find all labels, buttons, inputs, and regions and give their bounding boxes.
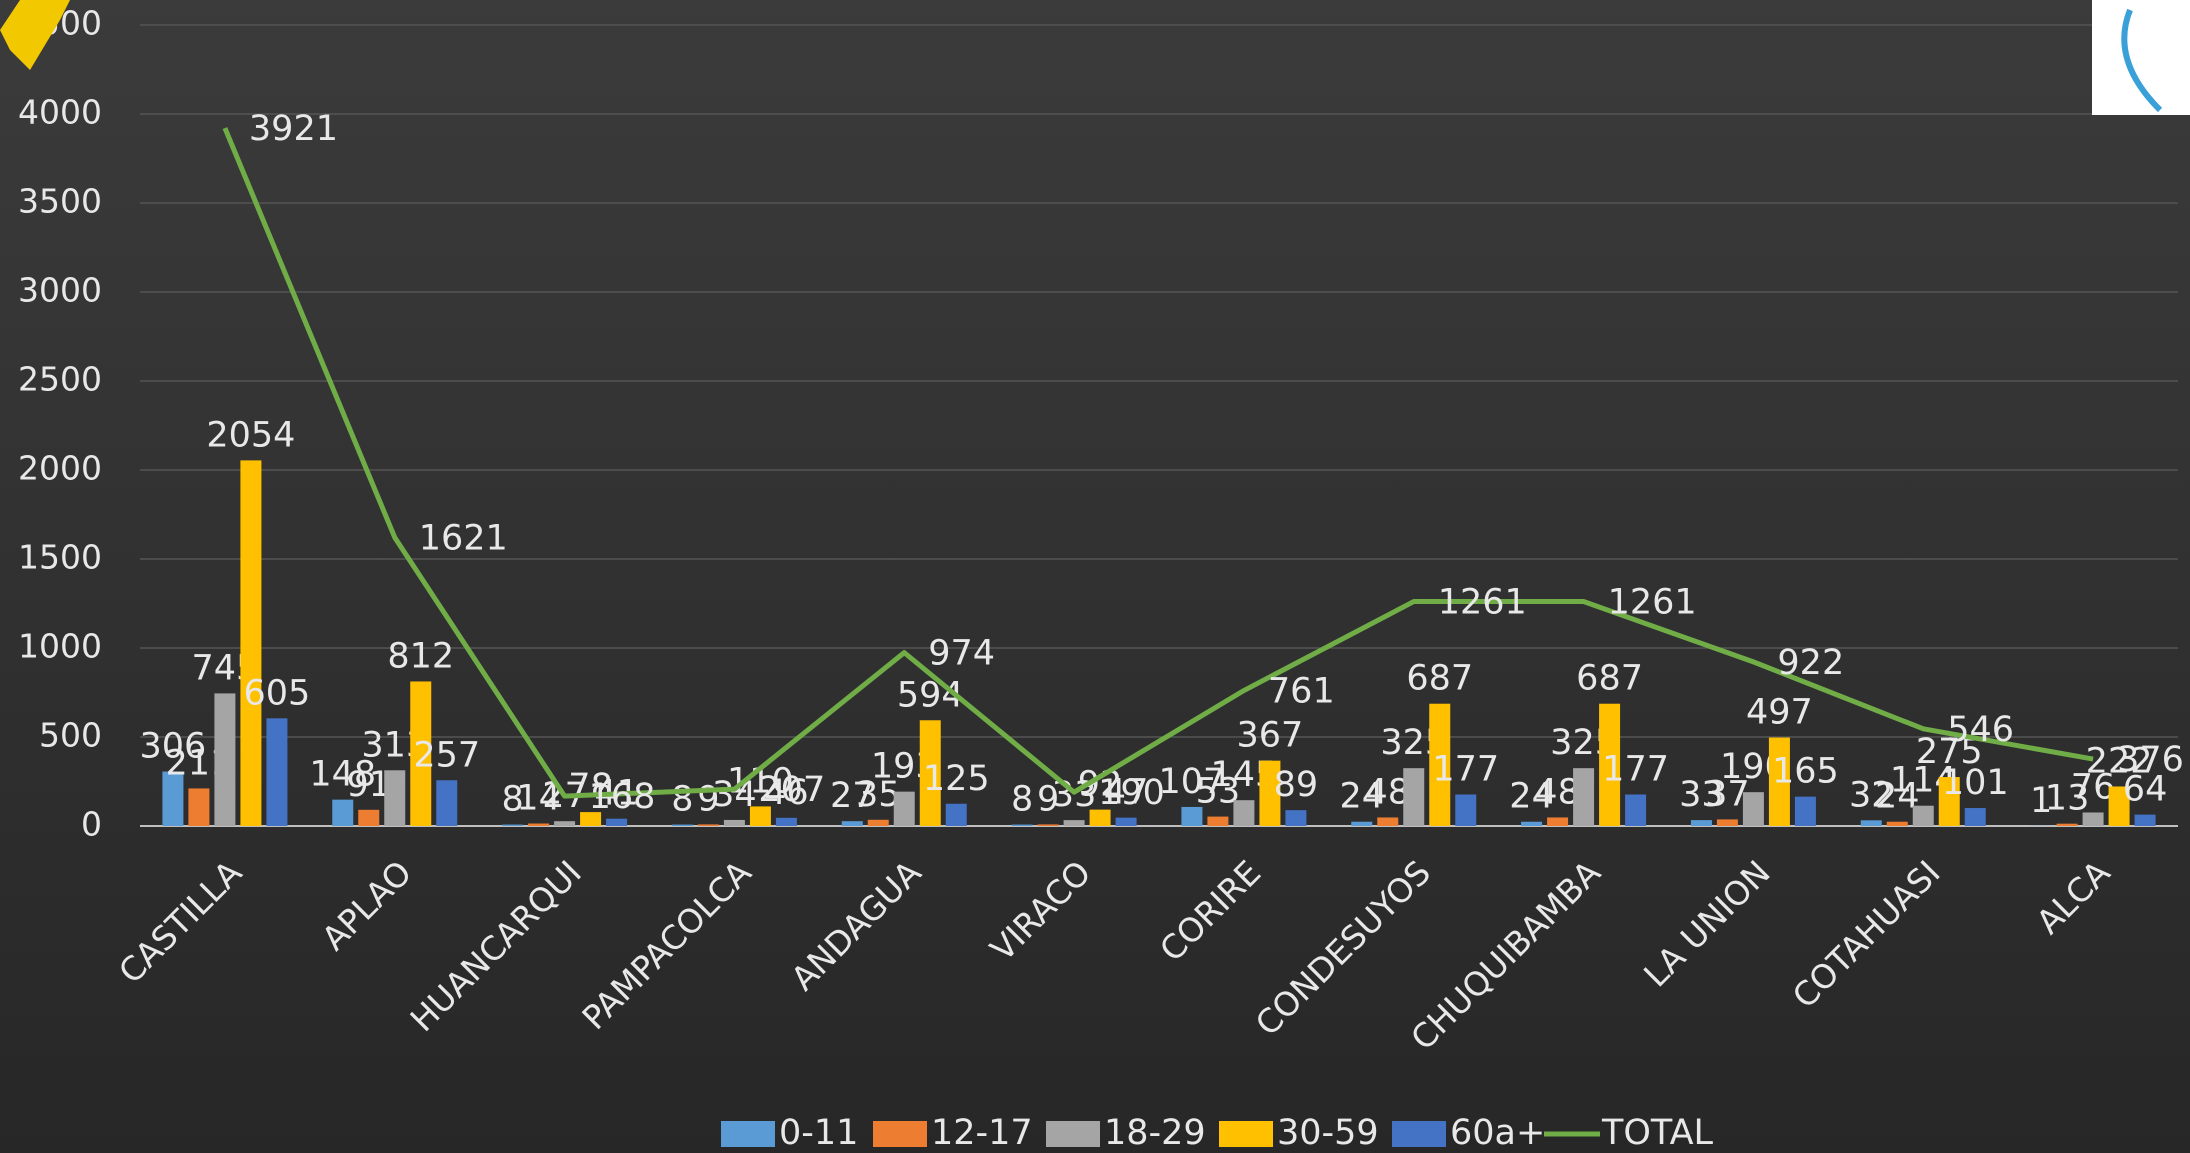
line-data-label: 168: [589, 777, 656, 817]
page: {"chart_data": {"type": "bar", "categori…: [0, 0, 2190, 1153]
line-data-label: 3921: [249, 109, 338, 149]
bar: [1233, 800, 1254, 826]
bar: [240, 460, 261, 826]
bar: [1012, 825, 1033, 826]
bar: [1913, 806, 1934, 826]
line-data-label: 1261: [1438, 583, 1527, 623]
legend-swatch: [721, 1121, 775, 1147]
data-label: 257: [413, 735, 480, 775]
line-data-label: 1621: [419, 518, 508, 558]
bar: [1064, 820, 1085, 826]
data-label: 605: [244, 673, 311, 713]
bar: [1965, 808, 1986, 826]
y-tick-label: 4000: [18, 93, 102, 132]
legend-label: 18-29: [1104, 1113, 1206, 1153]
bar: [1351, 822, 1372, 826]
line-data-label: 761: [1268, 672, 1335, 712]
line-data-label: 1261: [1608, 583, 1697, 623]
data-label: 2054: [206, 415, 295, 455]
data-label: 165: [1772, 752, 1839, 792]
bar: [358, 810, 379, 826]
bar: [1887, 822, 1908, 826]
y-tick-label: 3000: [18, 271, 102, 310]
y-tick-label: 2500: [18, 360, 102, 399]
line-data-label: 546: [1947, 710, 2014, 750]
legend-swatch: [1392, 1121, 1446, 1147]
bar: [214, 693, 235, 826]
bar: [2057, 824, 2078, 826]
bar: [1116, 818, 1137, 826]
bar: [266, 718, 287, 826]
data-label: 812: [387, 636, 454, 676]
data-label: 687: [1406, 659, 1473, 699]
corner-emblem: [2092, 0, 2190, 115]
y-tick-label: 1000: [18, 627, 102, 666]
line-data-label: 974: [928, 634, 995, 674]
bar: [1743, 792, 1764, 826]
y-tick-label: 2000: [18, 449, 102, 488]
bar: [672, 825, 693, 826]
bar: [1285, 810, 1306, 826]
bar: [698, 824, 719, 826]
legend-label: 12-17: [931, 1113, 1033, 1153]
bar: [1547, 817, 1568, 826]
bar: [1521, 822, 1542, 826]
bar: [2135, 815, 2156, 826]
bar: [436, 780, 457, 826]
bar: [1691, 820, 1712, 826]
y-tick-label: 3500: [18, 182, 102, 221]
legend-label: 30-59: [1277, 1113, 1379, 1153]
bar: [502, 825, 523, 826]
legend-label: TOTAL: [1601, 1113, 1714, 1153]
bar: [1455, 794, 1476, 826]
legend-swatch: [873, 1121, 927, 1147]
background: [0, 0, 2190, 1153]
legend-label: 0-11: [779, 1113, 858, 1153]
y-tick-label: 500: [39, 716, 102, 755]
line-data-label: 190: [1098, 773, 1165, 813]
bar: [1377, 817, 1398, 826]
bar: [1573, 768, 1594, 826]
bar: [946, 804, 967, 826]
bar: [188, 788, 209, 826]
bar: [2083, 812, 2104, 826]
data-label: 177: [1432, 749, 1499, 789]
bar: [894, 792, 915, 826]
data-label: 125: [923, 759, 990, 799]
legend-label: 60a+: [1450, 1113, 1545, 1153]
bar: [554, 821, 575, 826]
data-label: 8: [671, 780, 693, 820]
line-data-label: 376: [2117, 740, 2184, 780]
chart: 050010001500200025003000350040004500CAST…: [0, 0, 2190, 1153]
data-label: 497: [1746, 693, 1813, 733]
bar: [868, 820, 889, 826]
data-label: 687: [1576, 659, 1643, 699]
legend-swatch: [1046, 1121, 1100, 1147]
data-label: 177: [1602, 749, 1669, 789]
bar: [528, 824, 549, 826]
line-data-label: 922: [1777, 643, 1844, 683]
bar: [1038, 824, 1059, 826]
data-label: 8: [1011, 780, 1033, 820]
bar: [384, 770, 405, 826]
bar: [1861, 820, 1882, 826]
bar: [1403, 768, 1424, 826]
bar: [606, 819, 627, 826]
bar: [1625, 794, 1646, 826]
y-tick-label: 1500: [18, 538, 102, 577]
bar: [776, 818, 797, 826]
bar: [1795, 797, 1816, 826]
data-label: 89: [1274, 765, 1319, 805]
legend-swatch: [1219, 1121, 1273, 1147]
data-label: 101: [1942, 763, 2009, 803]
y-tick-label: 0: [81, 805, 102, 844]
bar: [842, 821, 863, 826]
bar: [1207, 817, 1228, 826]
line-data-label: 207: [758, 770, 825, 810]
bar: [1717, 819, 1738, 826]
bar: [724, 820, 745, 826]
data-label: 367: [1237, 716, 1304, 756]
